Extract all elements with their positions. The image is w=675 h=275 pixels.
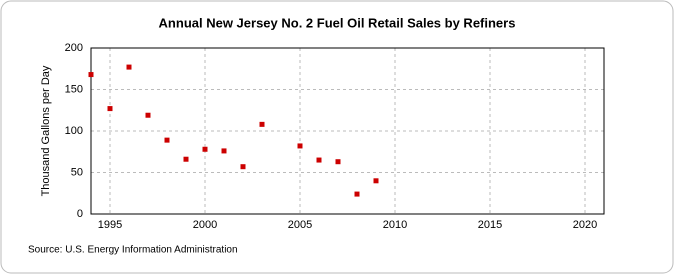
y-tick-label: 0 xyxy=(77,208,83,220)
point xyxy=(126,64,132,70)
point xyxy=(107,106,113,112)
point xyxy=(297,143,303,149)
x-tick-label: 2000 xyxy=(193,219,217,231)
point xyxy=(354,191,360,197)
plot-area xyxy=(90,47,605,215)
y-tick-label: 150 xyxy=(65,83,83,95)
point xyxy=(164,137,170,143)
point xyxy=(202,146,208,152)
source: Source: U.S. Energy Information Administ… xyxy=(28,245,238,256)
point xyxy=(373,178,379,184)
x-tick-label: 1995 xyxy=(98,219,122,231)
y-axis-label: Thousand Gallons per Day xyxy=(40,65,52,196)
x-tick-label: 2010 xyxy=(383,219,407,231)
y-tick-label: 100 xyxy=(65,125,83,137)
point xyxy=(335,159,341,165)
point xyxy=(259,121,265,127)
y-tick-label: 200 xyxy=(65,42,83,54)
x-tick-label: 2015 xyxy=(478,219,502,231)
point xyxy=(316,157,322,163)
x-tick-label: 2005 xyxy=(288,219,312,231)
point xyxy=(88,72,94,78)
chart-title: Annual New Jersey No. 2 Fuel Oil Retail … xyxy=(159,15,516,30)
point xyxy=(183,156,189,162)
x-tick-label: 2020 xyxy=(573,219,597,231)
point xyxy=(221,148,227,154)
point xyxy=(240,164,246,170)
y-tick-label: 50 xyxy=(71,166,83,178)
point xyxy=(145,112,151,118)
